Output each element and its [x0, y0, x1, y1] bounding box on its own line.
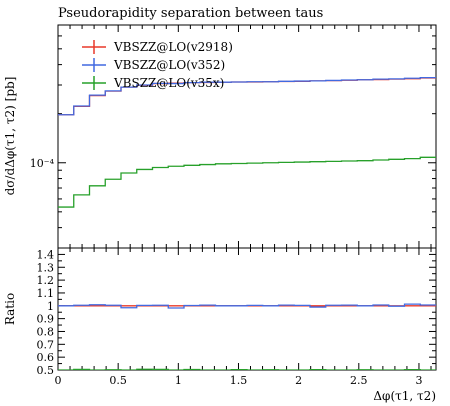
series-line-2	[58, 76, 436, 116]
ratio-y-ticks: 0.50.60.70.80.911.11.21.31.4	[37, 248, 436, 377]
main-series	[58, 76, 436, 208]
x-tick-label: 1.5	[230, 374, 248, 387]
ratio-y-tick-label: 1.2	[37, 274, 55, 287]
ratio-y-tick-label: 0.6	[37, 351, 55, 364]
series-line-3	[58, 156, 436, 208]
ratio-y-tick-label: 0.7	[37, 338, 55, 351]
ratio-line-3	[58, 368, 436, 370]
ratio-frame	[57, 247, 437, 371]
ratio-y-tick-label: 0.9	[37, 313, 55, 326]
x-tick-label: 2	[295, 374, 302, 387]
main-y-ticks: 10⁻⁴	[30, 24, 436, 249]
legend-label-3: VBSZZ@LO(v35x)	[113, 76, 224, 90]
legend-label-2: VBSZZ@LO(v352)	[113, 58, 225, 72]
ratio-y-tick-label: 0.8	[37, 325, 55, 338]
x-tick-label: 0.5	[109, 374, 127, 387]
legend-label-1: VBSZZ@LO(v2918)	[113, 40, 233, 54]
ratio-y-tick-label: 1	[47, 300, 54, 313]
ratio-panel: 0.50.60.70.80.911.11.21.31.4 0 0.5 1 1.5 2 2.…	[37, 247, 437, 387]
ratio-y-tick-label: 1.3	[37, 261, 55, 274]
x-tick-label: 1	[175, 374, 182, 387]
ratio-axis-label: Ratio	[3, 293, 17, 325]
x-tick-label: 0	[55, 374, 62, 387]
x-axis-label: Δφ(τ1, τ2)	[373, 389, 436, 403]
y-axis-label: dσ/dΔφ(τ1, τ2) [pb]	[3, 77, 17, 196]
main-x-ticks	[57, 25, 432, 248]
main-panel: 10⁻⁴ VBSZZ@LO(v2918)VBSZZ@LO(v352)VBSZZ@…	[30, 24, 437, 249]
ratio-series	[58, 303, 436, 370]
x-tick-label: 2.5	[350, 374, 368, 387]
ratio-line-2	[58, 303, 436, 309]
ratio-y-tick-label: 0.5	[37, 364, 55, 377]
ratio-x-ticks: 0 0.5 1 1.5 2 2.5 3	[55, 248, 432, 387]
chart-title: Pseudorapidity separation between taus	[58, 6, 323, 21]
ratio-y-tick-label: 1.1	[37, 287, 55, 300]
x-tick-label: 3	[415, 374, 422, 387]
main-y-tick-label: 10⁻⁴	[30, 157, 55, 170]
ratio-y-tick-label: 1.4	[37, 248, 55, 261]
legend: VBSZZ@LO(v2918) VBSZZ@LO(v352) VBSZZ@LO(v3…	[82, 40, 233, 90]
